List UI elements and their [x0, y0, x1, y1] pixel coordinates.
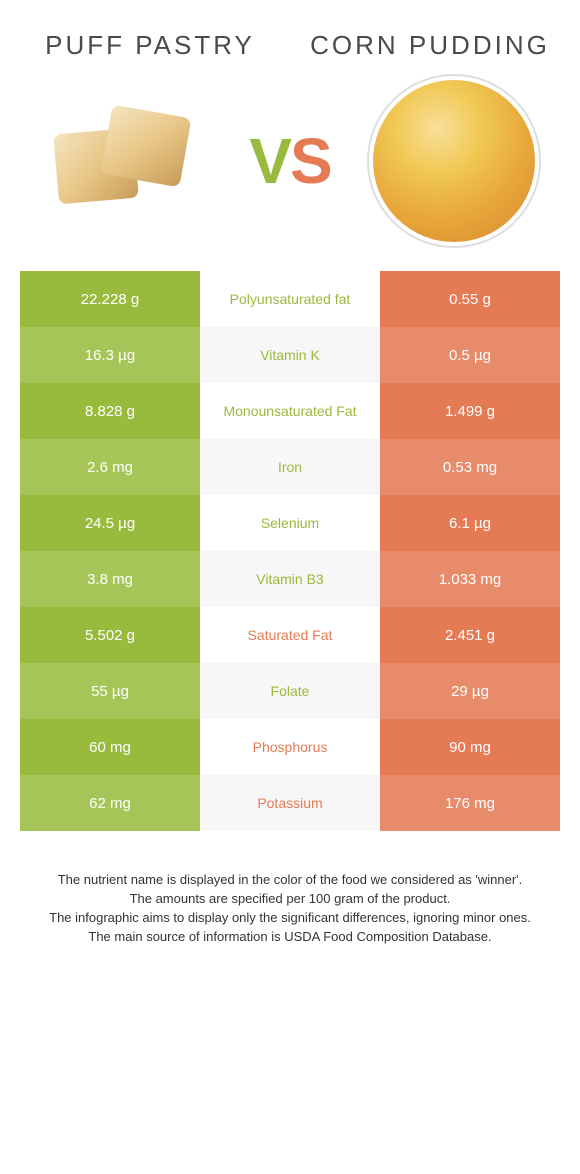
table-row: 16.3 µgVitamin K0.5 µg: [20, 327, 560, 383]
table-row: 60 mgPhosphorus90 mg: [20, 719, 560, 775]
nutrient-label: Monounsaturated Fat: [200, 383, 380, 439]
nutrient-label: Vitamin B3: [200, 551, 380, 607]
left-value: 24.5 µg: [20, 495, 200, 551]
right-value: 90 mg: [380, 719, 560, 775]
nutrient-label: Vitamin K: [200, 327, 380, 383]
left-value: 62 mg: [20, 775, 200, 831]
table-row: 5.502 gSaturated Fat2.451 g: [20, 607, 560, 663]
right-value: 1.499 g: [380, 383, 560, 439]
left-value: 2.6 mg: [20, 439, 200, 495]
right-value: 176 mg: [380, 775, 560, 831]
table-row: 2.6 mgIron0.53 mg: [20, 439, 560, 495]
table-row: 55 µgFolate29 µg: [20, 663, 560, 719]
nutrient-label: Potassium: [200, 775, 380, 831]
footer-line: The amounts are specified per 100 gram o…: [30, 890, 550, 909]
footer-line: The infographic aims to display only the…: [30, 909, 550, 928]
left-value: 55 µg: [20, 663, 200, 719]
nutrient-label: Folate: [200, 663, 380, 719]
right-food-image: [364, 81, 544, 241]
nutrient-label: Polyunsaturated fat: [200, 271, 380, 327]
right-value: 0.53 mg: [380, 439, 560, 495]
nutrient-label: Phosphorus: [200, 719, 380, 775]
right-value: 0.55 g: [380, 271, 560, 327]
nutrient-label: Iron: [200, 439, 380, 495]
nutrient-table: 22.228 gPolyunsaturated fat0.55 g16.3 µg…: [20, 271, 560, 831]
table-row: 22.228 gPolyunsaturated fat0.55 g: [20, 271, 560, 327]
header: Puff pastry Corn pudding: [0, 0, 580, 71]
nutrient-label: Saturated Fat: [200, 607, 380, 663]
images-row: VS: [0, 71, 580, 271]
table-row: 62 mgPotassium176 mg: [20, 775, 560, 831]
left-food-image: [36, 81, 216, 241]
left-value: 5.502 g: [20, 607, 200, 663]
footer-line: The main source of information is USDA F…: [30, 928, 550, 947]
nutrient-label: Selenium: [200, 495, 380, 551]
vs-text: VS: [249, 124, 330, 198]
left-value: 60 mg: [20, 719, 200, 775]
footer-notes: The nutrient name is displayed in the co…: [0, 831, 580, 976]
left-value: 16.3 µg: [20, 327, 200, 383]
table-row: 8.828 gMonounsaturated Fat1.499 g: [20, 383, 560, 439]
footer-line: The nutrient name is displayed in the co…: [30, 871, 550, 890]
left-value: 8.828 g: [20, 383, 200, 439]
left-food-title: Puff pastry: [10, 30, 290, 61]
right-value: 6.1 µg: [380, 495, 560, 551]
right-value: 1.033 mg: [380, 551, 560, 607]
right-food-title: Corn pudding: [290, 30, 570, 61]
right-value: 2.451 g: [380, 607, 560, 663]
right-value: 29 µg: [380, 663, 560, 719]
table-row: 24.5 µgSelenium6.1 µg: [20, 495, 560, 551]
right-value: 0.5 µg: [380, 327, 560, 383]
left-value: 22.228 g: [20, 271, 200, 327]
left-value: 3.8 mg: [20, 551, 200, 607]
table-row: 3.8 mgVitamin B31.033 mg: [20, 551, 560, 607]
